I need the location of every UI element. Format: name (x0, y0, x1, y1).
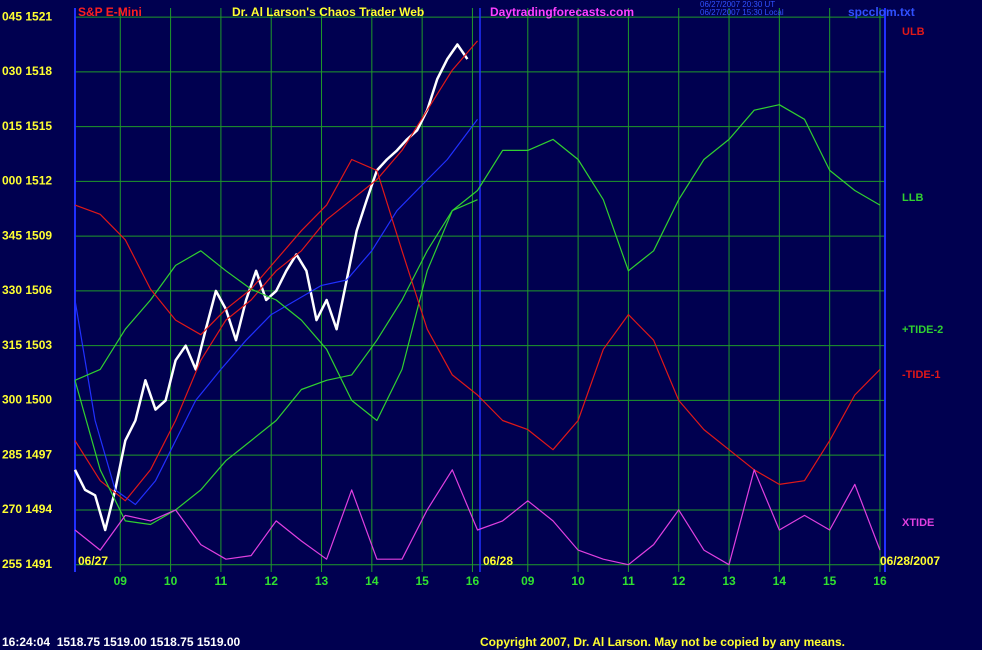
x-tick-label: 14 (365, 574, 379, 588)
x-tick-label: 12 (672, 574, 686, 588)
plot (73, 40, 881, 566)
y-tick-label: 345 1509 (2, 228, 52, 242)
x-tick-label: 15 (823, 574, 837, 588)
x-tick-label: 16 (873, 574, 887, 588)
series-label: +TIDE-2 (902, 324, 943, 336)
chart-title: Dr. Al Larson's Chaos Trader Web (232, 5, 424, 19)
series-label: ULB (902, 26, 925, 38)
site: Daytradingforecasts.com (490, 5, 634, 19)
series-line (74, 158, 881, 485)
series-line (74, 118, 478, 506)
copyright: Copyright 2007, Dr. Al Larson. May not b… (480, 635, 845, 649)
series-line (73, 43, 469, 532)
x-tick-label: 11 (215, 574, 228, 588)
x-tick-label: 13 (315, 574, 329, 588)
y-tick-label: 270 1494 (2, 502, 52, 516)
series-line (74, 104, 881, 422)
status: 16:24:04 1518.75 1519.00 1518.75 1519.00 (2, 635, 241, 649)
symbol: S&P E-Mini (78, 5, 142, 19)
x-tick-label: 16 (466, 574, 480, 588)
y-tick-label: 330 1506 (2, 283, 52, 297)
date-label: 06/28 (483, 554, 513, 568)
timestamp: 06/27/2007 15:30 Local (700, 8, 784, 17)
series-line (74, 469, 881, 566)
series-line (74, 40, 478, 502)
x-tick-label: 14 (773, 574, 787, 588)
date-label: 06/27 (78, 554, 108, 568)
series-label: -TIDE-1 (902, 369, 941, 381)
x-tick-label: 15 (415, 574, 429, 588)
y-tick-label: 030 1518 (2, 64, 52, 78)
y-tick-label: 000 1512 (2, 174, 52, 188)
series-label: LLB (902, 192, 923, 204)
x-tick-label: 11 (622, 574, 635, 588)
y-tick-label: 045 1521 (2, 9, 52, 23)
x-tick-label: 09 (521, 574, 535, 588)
y-tick-label: 255 1491 (2, 557, 52, 571)
x-tick-label: 12 (265, 574, 279, 588)
series-line (74, 199, 478, 526)
x-tick-label: 10 (164, 574, 178, 588)
y-tick-label: 285 1497 (2, 447, 52, 461)
y-tick-label: 300 1500 (2, 393, 52, 407)
file-name: spcclom.txt (848, 5, 915, 19)
series-label: XTIDE (902, 517, 934, 529)
timestamp: 06/27/2007 20:30 UT (700, 0, 775, 9)
y-tick-label: 015 1515 (2, 119, 52, 133)
y-tick-label: 315 1503 (2, 338, 52, 352)
x-tick-label: 09 (114, 574, 128, 588)
x-tick-label: 13 (722, 574, 736, 588)
x-tick-label: 10 (571, 574, 585, 588)
date-label: 06/28/2007 (880, 554, 940, 568)
